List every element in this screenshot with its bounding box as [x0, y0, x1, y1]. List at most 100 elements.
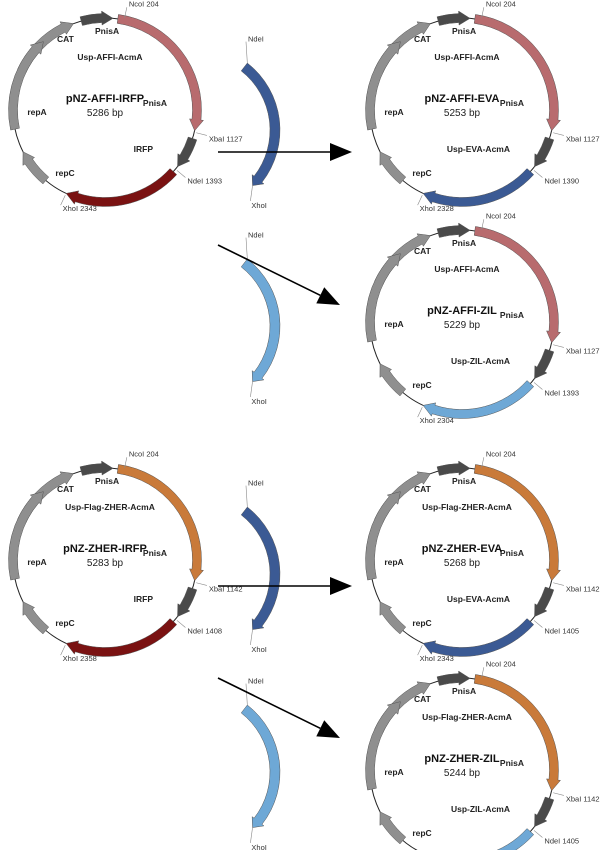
- insert-xhoi-label: XhoI: [251, 645, 266, 654]
- pnisa-label-1: PnisA: [452, 686, 476, 696]
- repc-label: repC: [412, 828, 431, 838]
- xbai-site-label-tick: [553, 132, 564, 136]
- xhoi-site-label-tick: [417, 645, 423, 656]
- insert-arrow: [240, 62, 281, 186]
- lower-gene-label: IRFP: [134, 144, 154, 154]
- cat-label: CAT: [414, 484, 432, 494]
- ncoi-site-label-tick: [124, 457, 128, 469]
- ndei-site-label: NdeI 1405: [544, 626, 579, 635]
- pnisa-label-1: PnisA: [452, 238, 476, 248]
- repa-label: repA: [384, 319, 403, 329]
- plasmid-size: 5286 bp: [87, 108, 124, 119]
- repc-label: repC: [55, 618, 74, 628]
- pnisa-label-2: PnisA: [143, 548, 167, 558]
- insert-fragment-insert-eva-1: NdeI XhoI: [240, 35, 281, 210]
- plasmid-name: pNZ-ZHER-EVA: [422, 543, 503, 555]
- pnisa-label-1: PnisA: [452, 26, 476, 36]
- cat-label: CAT: [414, 34, 432, 44]
- upper-gene-label: Usp-AFFI-AcmA: [434, 52, 499, 62]
- repa-gene-arrow: [8, 41, 44, 131]
- repa-gene-arrow: [365, 491, 401, 581]
- ndei-site-label-tick: [533, 620, 543, 628]
- ligation-arrow-affi-eva: [218, 143, 352, 161]
- xhoi-tick: [250, 185, 253, 201]
- pnisa-label-2: PnisA: [143, 98, 167, 108]
- pnisa-label-2: PnisA: [500, 548, 524, 558]
- cat-label: CAT: [57, 484, 75, 494]
- pnisa-label-1: PnisA: [95, 476, 119, 486]
- lower-gene-arrow: [65, 168, 178, 207]
- plasmid-size: 5253 bp: [444, 108, 481, 119]
- ndei-tick: [245, 41, 248, 64]
- insert-arrow: [240, 506, 281, 630]
- xbai-site-label: XbaI 1127: [209, 134, 243, 143]
- pnisa-promoter-arrow-1: [436, 460, 471, 476]
- plasmid-size: 5268 bp: [444, 558, 481, 569]
- xbai-site-label: XbaI 1142: [566, 794, 600, 803]
- xbai-site-label-tick: [553, 582, 564, 586]
- repc-label: repC: [412, 618, 431, 628]
- upper-gene-label: Usp-Flag-ZHER-AcmA: [422, 502, 512, 512]
- ncoi-site-label: NcoI 204: [486, 659, 516, 668]
- cat-label: CAT: [414, 694, 432, 704]
- insert-fragment-insert-eva-2: NdeI XhoI: [240, 479, 281, 654]
- repc-gene-arrow: [379, 363, 407, 397]
- ncoi-site-label: NcoI 204: [486, 0, 516, 8]
- xbai-site-label: XbaI 1127: [566, 346, 600, 355]
- plasmid-size: 5283 bp: [87, 558, 124, 569]
- lower-gene-arrow: [422, 380, 535, 419]
- xbai-site-label-tick: [553, 344, 564, 348]
- upper-gene-label: Usp-Flag-ZHER-AcmA: [422, 712, 512, 722]
- repc-label: repC: [412, 380, 431, 390]
- pnisa-promoter-arrow-2: [177, 586, 198, 618]
- xhoi-site-label-tick: [60, 645, 66, 656]
- plasmid-name: pNZ-AFFI-ZIL: [427, 305, 497, 317]
- repc-gene-arrow: [379, 151, 407, 185]
- plasmid-name: pNZ-AFFI-EVA: [425, 93, 500, 105]
- pnisa-promoter-arrow-1: [436, 222, 471, 238]
- upper-gene-arrow: [116, 464, 204, 582]
- plasmid-name: pNZ-AFFI-IRFP: [66, 93, 144, 105]
- upper-gene-arrow: [473, 464, 561, 582]
- pnisa-promoter-arrow-2: [534, 586, 555, 618]
- pnisa-label-2: PnisA: [500, 310, 524, 320]
- repc-gene-arrow: [379, 601, 407, 635]
- repa-label: repA: [384, 557, 403, 567]
- plasmid-map-pnz-zher-irfp: NcoI 204 XbaI 1142 NdeI 1408 XhoI 2358 CAT Pn…: [8, 449, 243, 663]
- upper-gene-arrow: [116, 14, 204, 132]
- xhoi-site-label-tick: [417, 195, 423, 206]
- xbai-site-label-tick: [196, 582, 207, 586]
- ndei-tick: [245, 237, 248, 260]
- repa-label: repA: [27, 107, 46, 117]
- lower-gene-arrow: [422, 618, 535, 657]
- lower-gene-arrow: [422, 168, 535, 207]
- plasmid-size: 5244 bp: [444, 768, 481, 779]
- insert-xhoi-label: XhoI: [251, 201, 266, 210]
- lower-gene-label: Usp-EVA-AcmA: [447, 594, 510, 604]
- insert-xhoi-label: XhoI: [251, 843, 266, 850]
- ncoi-site-label-tick: [481, 219, 485, 231]
- ncoi-site-label: NcoI 204: [486, 449, 516, 458]
- lower-gene-label: Usp-ZIL-AcmA: [451, 804, 510, 814]
- insert-xhoi-label: XhoI: [251, 397, 266, 406]
- xhoi-site-label: XhoI 2358: [63, 654, 97, 663]
- xhoi-site-label: XhoI 2343: [420, 654, 454, 663]
- plasmid-map-pnz-affi-irfp: NcoI 204 XbaI 1127 NdeI 1393 XhoI 2343 CAT Pn…: [8, 0, 243, 213]
- xhoi-site-label: XhoI 2328: [420, 204, 454, 213]
- upper-gene-label: Usp-AFFI-AcmA: [434, 264, 499, 274]
- upper-gene-arrow: [473, 226, 561, 344]
- ndei-site-label-tick: [176, 620, 186, 628]
- repa-label: repA: [384, 107, 403, 117]
- ncoi-site-label-tick: [481, 667, 485, 679]
- pnisa-promoter-arrow-2: [534, 348, 555, 380]
- ndei-site-label-tick: [533, 170, 543, 178]
- repa-gene-arrow: [8, 491, 44, 581]
- insert-ndei-label: NdeI: [248, 479, 264, 488]
- upper-gene-arrow: [473, 14, 561, 132]
- plasmid-map-pnz-affi-zil: NcoI 204 XbaI 1127 NdeI 1393 XhoI 2304 CAT Pn…: [365, 211, 600, 425]
- repc-label: repC: [412, 168, 431, 178]
- insert-ndei-label: NdeI: [248, 677, 264, 686]
- repa-gene-arrow: [365, 253, 401, 343]
- repc-gene-arrow: [22, 601, 50, 635]
